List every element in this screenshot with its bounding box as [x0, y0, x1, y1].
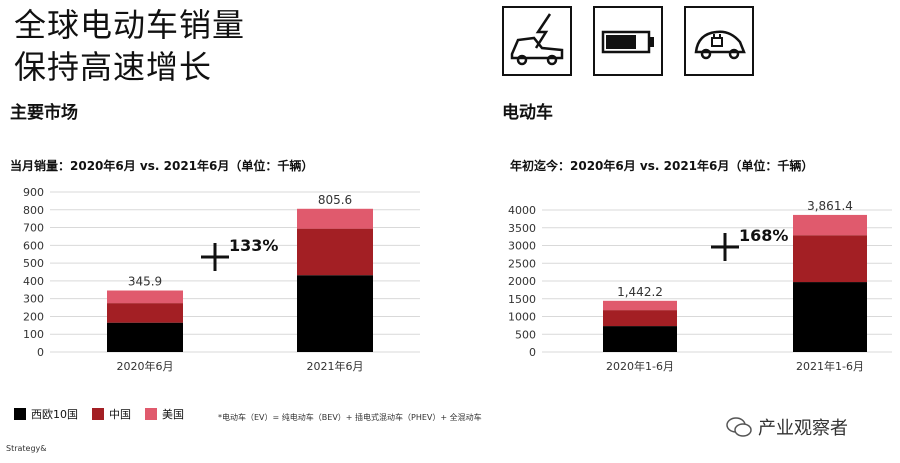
legend: 西欧10国 中国 美国 — [14, 406, 184, 422]
left-subtitle: 当月销量：2020年6月 vs. 2021年6月（单位：千辆） — [10, 159, 314, 173]
legend-swatch — [14, 408, 26, 420]
y-tick-label: 1500 — [508, 293, 536, 306]
left-chart-svg: 0 100 200 300 400 500 600 700 800 900 345.9 2020年6月… — [23, 186, 420, 373]
y-tick-label: 200 — [23, 310, 44, 323]
y-tick-label: 3000 — [508, 240, 536, 253]
bar-segment — [107, 303, 183, 323]
total-label: 345.9 — [128, 275, 162, 289]
legend-swatch — [145, 408, 157, 420]
legend-label: 西欧10国 — [31, 408, 78, 421]
bar-segment — [793, 214, 867, 236]
right-chart: 0 500 1000 1500 2000 2500 3000 3500 4000 1,442.2 2… — [480, 180, 900, 384]
right-subtitle: 年初迄今：2020年6月 vs. 2021年6月（单位：千辆） — [510, 159, 814, 173]
y-tick-label: 500 — [23, 257, 44, 270]
x-tick-label: 2021年6月 — [307, 359, 364, 373]
growth-annotation: 168% — [739, 226, 788, 245]
brand-label: Strategy& — [6, 444, 47, 453]
legend-label: 美国 — [162, 408, 184, 421]
bar-segment — [107, 290, 183, 304]
y-tick-label: 2500 — [508, 257, 536, 270]
y-tick-label: 900 — [23, 186, 44, 199]
title-line-2: 保持高速增长 — [14, 48, 213, 86]
right-section-title: 电动车 — [502, 103, 553, 123]
bar-segment — [297, 208, 373, 229]
total-label: 3,861.4 — [807, 199, 853, 213]
growth-annotation: 133% — [229, 236, 278, 255]
footnote: *电动车（EV）= 纯电动车（BEV）+ 插电式混动车（PHEV）+ 全混动车 — [218, 413, 482, 422]
y-tick-label: 0 — [529, 346, 536, 359]
y-tick-label: 700 — [23, 222, 44, 235]
bar-segment — [793, 235, 867, 283]
bar-segment — [793, 282, 867, 352]
battery-icon — [593, 6, 663, 76]
y-tick-label: 100 — [23, 328, 44, 341]
title-line-1: 全球电动车销量 — [14, 6, 246, 44]
wechat-icon — [726, 417, 752, 437]
total-label: 805.6 — [318, 193, 352, 207]
bar-segment — [297, 228, 373, 276]
bar-segment — [603, 326, 677, 352]
bar-segment — [297, 275, 373, 352]
electric-car-plug-icon — [684, 6, 754, 76]
watermark-text: 产业观察者 — [758, 418, 848, 439]
watermark: 产业观察者 — [726, 414, 848, 440]
car-lightning-icon — [502, 6, 572, 76]
x-tick-label: 2020年6月 — [117, 359, 174, 373]
total-label: 1,442.2 — [617, 285, 663, 299]
y-tick-label: 600 — [23, 239, 44, 252]
x-tick-label: 2021年1-6月 — [796, 359, 864, 373]
bar-segment — [107, 322, 183, 352]
legend-swatch — [92, 408, 104, 420]
page-title: 全球电动车销量 保持高速增长 — [14, 4, 245, 88]
left-section-title: 主要市场 — [10, 103, 78, 123]
y-tick-label: 500 — [515, 328, 536, 341]
y-tick-label: 300 — [23, 293, 44, 306]
right-chart-svg: 0 500 1000 1500 2000 2500 3000 3500 4000 1,442.2 2… — [508, 199, 892, 373]
legend-item-usa: 美国 — [145, 406, 184, 422]
left-chart: 0 100 200 300 400 500 600 700 800 900 345.9 2020年6月… — [0, 180, 440, 384]
legend-item-europe: 西欧10国 — [14, 406, 78, 422]
y-tick-label: 0 — [37, 346, 44, 359]
y-tick-label: 4000 — [508, 204, 536, 217]
x-tick-label: 2020年1-6月 — [606, 359, 674, 373]
bar-segment — [603, 300, 677, 311]
bar-segment — [603, 310, 677, 327]
y-tick-label: 3500 — [508, 222, 536, 235]
y-tick-label: 400 — [23, 275, 44, 288]
legend-label: 中国 — [109, 408, 131, 421]
legend-item-china: 中国 — [92, 406, 131, 422]
y-tick-label: 1000 — [508, 311, 536, 324]
y-tick-label: 800 — [23, 204, 44, 217]
y-tick-label: 2000 — [508, 275, 536, 288]
